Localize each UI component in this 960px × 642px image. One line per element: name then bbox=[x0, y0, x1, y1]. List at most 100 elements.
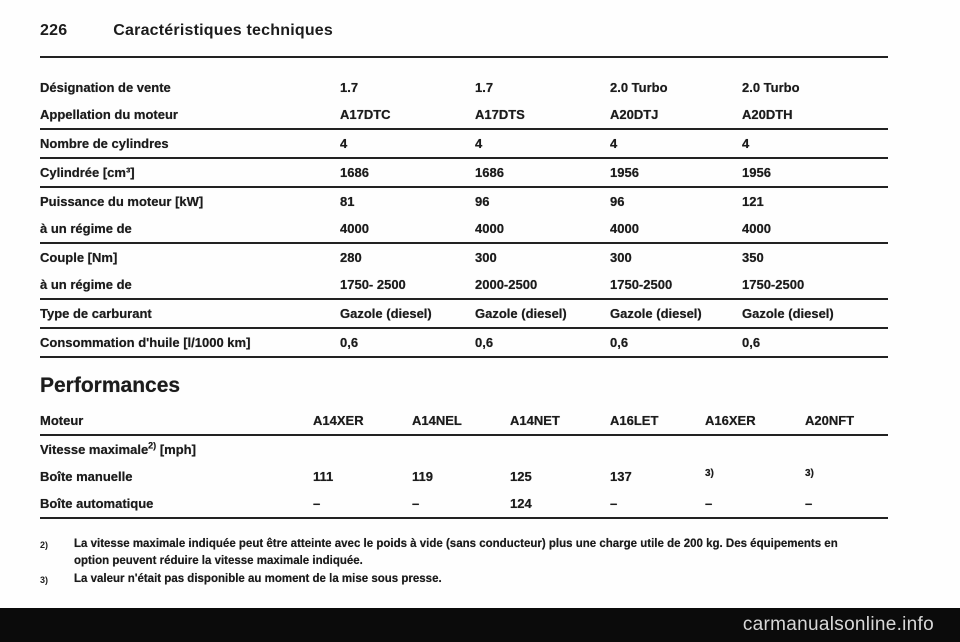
vmax-label: Vitesse maximale bbox=[40, 442, 149, 457]
cell-value: Gazole (diesel) bbox=[742, 306, 834, 321]
cell-value: 280 bbox=[340, 250, 362, 265]
cell-value: 350 bbox=[742, 250, 764, 265]
divider bbox=[40, 186, 888, 188]
row-label: Nombre de cylindres bbox=[40, 136, 169, 151]
divider bbox=[40, 298, 888, 300]
engine-code: A14NET bbox=[510, 413, 560, 428]
divider bbox=[40, 434, 888, 436]
engine-code: A14XER bbox=[313, 413, 364, 428]
cell-value: 0,6 bbox=[610, 335, 629, 350]
row-label: Puissance du moteur [kW] bbox=[40, 194, 204, 209]
cell-value: 1.7 bbox=[475, 80, 494, 95]
cell-value: 300 bbox=[610, 250, 632, 265]
row-label: Appellation du moteur bbox=[40, 107, 178, 122]
footnotes: 2) La vitesse maximale indiquée peut êtr… bbox=[40, 536, 888, 589]
cell-value: 125 bbox=[510, 469, 532, 484]
footnote-ref-cell: 3) bbox=[805, 468, 814, 479]
cell-value: 81 bbox=[340, 194, 355, 209]
cell-value: A17DTS bbox=[475, 107, 525, 122]
table-row: Désignation de vente 1.7 1.7 2.0 Turbo 2… bbox=[40, 74, 888, 101]
cell-value: – bbox=[805, 496, 813, 511]
table-row: Boîte manuelle 111 119 125 137 3) 3) bbox=[40, 463, 888, 490]
engine-code: A16LET bbox=[610, 413, 659, 428]
table-row: Moteur A14XER A14NEL A14NET A16LET A16XE… bbox=[40, 404, 888, 434]
footnote-ref: 2) bbox=[148, 442, 157, 451]
divider bbox=[40, 157, 888, 159]
row-label: Moteur bbox=[40, 413, 84, 428]
cell-value: 111 bbox=[313, 469, 334, 484]
divider bbox=[40, 517, 888, 519]
table-row: Nombre de cylindres 4 4 4 4 bbox=[40, 130, 888, 157]
cell-value: 0,6 bbox=[742, 335, 761, 350]
cell-value: 2000-2500 bbox=[475, 277, 538, 292]
page-header: 226 Caractéristiques techniques bbox=[40, 0, 888, 39]
cell-value: 1686 bbox=[340, 165, 369, 180]
cell-value: 4000 bbox=[340, 221, 369, 236]
section-title-performances: Performances bbox=[40, 374, 181, 397]
table-row: Vitesse maximale2) [mph] bbox=[40, 436, 888, 463]
cell-value: 0,6 bbox=[340, 335, 359, 350]
cell-value: 1750-2500 bbox=[610, 277, 673, 292]
table-row: Cylindrée [cm³] 1686 1686 1956 1956 bbox=[40, 159, 888, 186]
row-label: à un régime de bbox=[40, 221, 132, 236]
divider bbox=[40, 327, 888, 329]
page-number: 226 bbox=[40, 22, 68, 39]
vmax-unit: [mph] bbox=[159, 442, 196, 457]
engine-code: A14NEL bbox=[412, 413, 462, 428]
cell-value: 1956 bbox=[742, 165, 771, 180]
cell-value: 119 bbox=[412, 469, 433, 484]
watermark-text: carmanualsonline.info bbox=[742, 614, 934, 635]
footnote-marker: 3) bbox=[40, 575, 49, 585]
divider bbox=[40, 128, 888, 130]
table-row: Couple [Nm] 280 300 300 350 bbox=[40, 244, 888, 271]
cell-value: 4 bbox=[610, 136, 618, 151]
engine-code: A16XER bbox=[705, 413, 756, 428]
cell-value: 1956 bbox=[610, 165, 639, 180]
footnote-ref-cell: 3) bbox=[705, 468, 714, 479]
footnote-text: La vitesse maximale indiquée peut être a… bbox=[74, 538, 838, 567]
performance-table: Moteur A14XER A14NEL A14NET A16LET A16XE… bbox=[40, 404, 888, 519]
cell-value: – bbox=[412, 496, 420, 511]
divider bbox=[40, 56, 888, 58]
table-row: Boîte automatique – – 124 – – – bbox=[40, 490, 888, 517]
engine-code: A20NFT bbox=[805, 413, 855, 428]
divider bbox=[40, 242, 888, 244]
cell-value: 1750-2500 bbox=[742, 277, 805, 292]
cell-value: A17DTC bbox=[340, 107, 391, 122]
cell-value: A20DTJ bbox=[610, 107, 659, 122]
cell-value: 4000 bbox=[610, 221, 639, 236]
cell-value: 1.7 bbox=[340, 80, 359, 95]
cell-value: 4000 bbox=[742, 221, 771, 236]
cell-value: Gazole (diesel) bbox=[475, 306, 567, 321]
row-label: Consommation d'huile [l/1000 km] bbox=[40, 335, 251, 350]
table-row: Consommation d'huile [l/1000 km] 0,6 0,6… bbox=[40, 329, 888, 356]
cell-value: 4000 bbox=[475, 221, 504, 236]
cell-value: 137 bbox=[610, 469, 632, 484]
cell-value: Gazole (diesel) bbox=[610, 306, 702, 321]
cell-value: – bbox=[610, 496, 618, 511]
row-label: Boîte automatique bbox=[40, 496, 154, 511]
cell-value: 96 bbox=[610, 194, 625, 209]
row-label: Boîte manuelle bbox=[40, 469, 133, 484]
cell-value: 4 bbox=[340, 136, 348, 151]
footnote-marker: 2) bbox=[40, 540, 49, 550]
cell-value: 121 bbox=[742, 194, 764, 209]
table-row: à un régime de 4000 4000 4000 4000 bbox=[40, 215, 888, 242]
cell-value: 4 bbox=[475, 136, 483, 151]
watermark-bar: carmanualsonline.info bbox=[0, 608, 960, 642]
divider bbox=[40, 356, 888, 358]
table-row: à un régime de 1750- 2500 2000-2500 1750… bbox=[40, 271, 888, 298]
chapter-title: Caractéristiques techniques bbox=[113, 22, 333, 39]
table-row: Type de carburant Gazole (diesel) Gazole… bbox=[40, 300, 888, 327]
page-content: 226 Caractéristiques techniques Désignat… bbox=[40, 0, 888, 590]
cell-value: 4 bbox=[742, 136, 750, 151]
cell-value: 2.0 Turbo bbox=[742, 80, 800, 95]
table-row: Appellation du moteur A17DTC A17DTS A20D… bbox=[40, 101, 888, 128]
footnote: 3) La valeur n'était pas disponible au m… bbox=[40, 571, 888, 589]
cell-value: A20DTH bbox=[742, 107, 793, 122]
cell-value: – bbox=[313, 496, 321, 511]
cell-value: 1686 bbox=[475, 165, 504, 180]
cell-value: Gazole (diesel) bbox=[340, 306, 432, 321]
footnote-text: La valeur n'était pas disponible au mome… bbox=[74, 573, 442, 585]
